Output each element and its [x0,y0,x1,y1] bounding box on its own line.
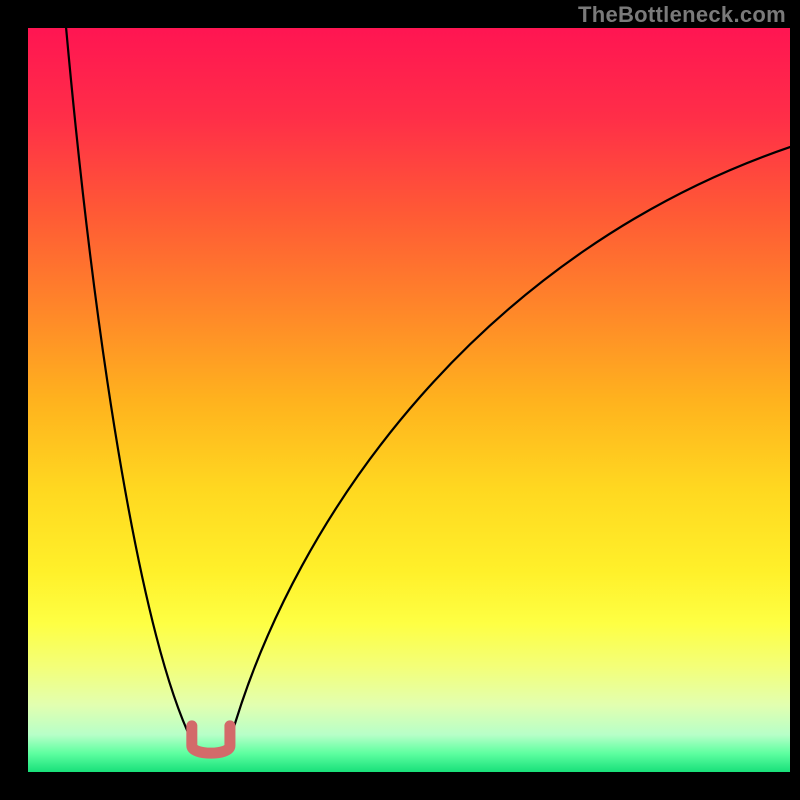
watermark-text: TheBottleneck.com [578,2,786,28]
bottleneck-chart [0,0,800,800]
plot-background [28,28,790,772]
